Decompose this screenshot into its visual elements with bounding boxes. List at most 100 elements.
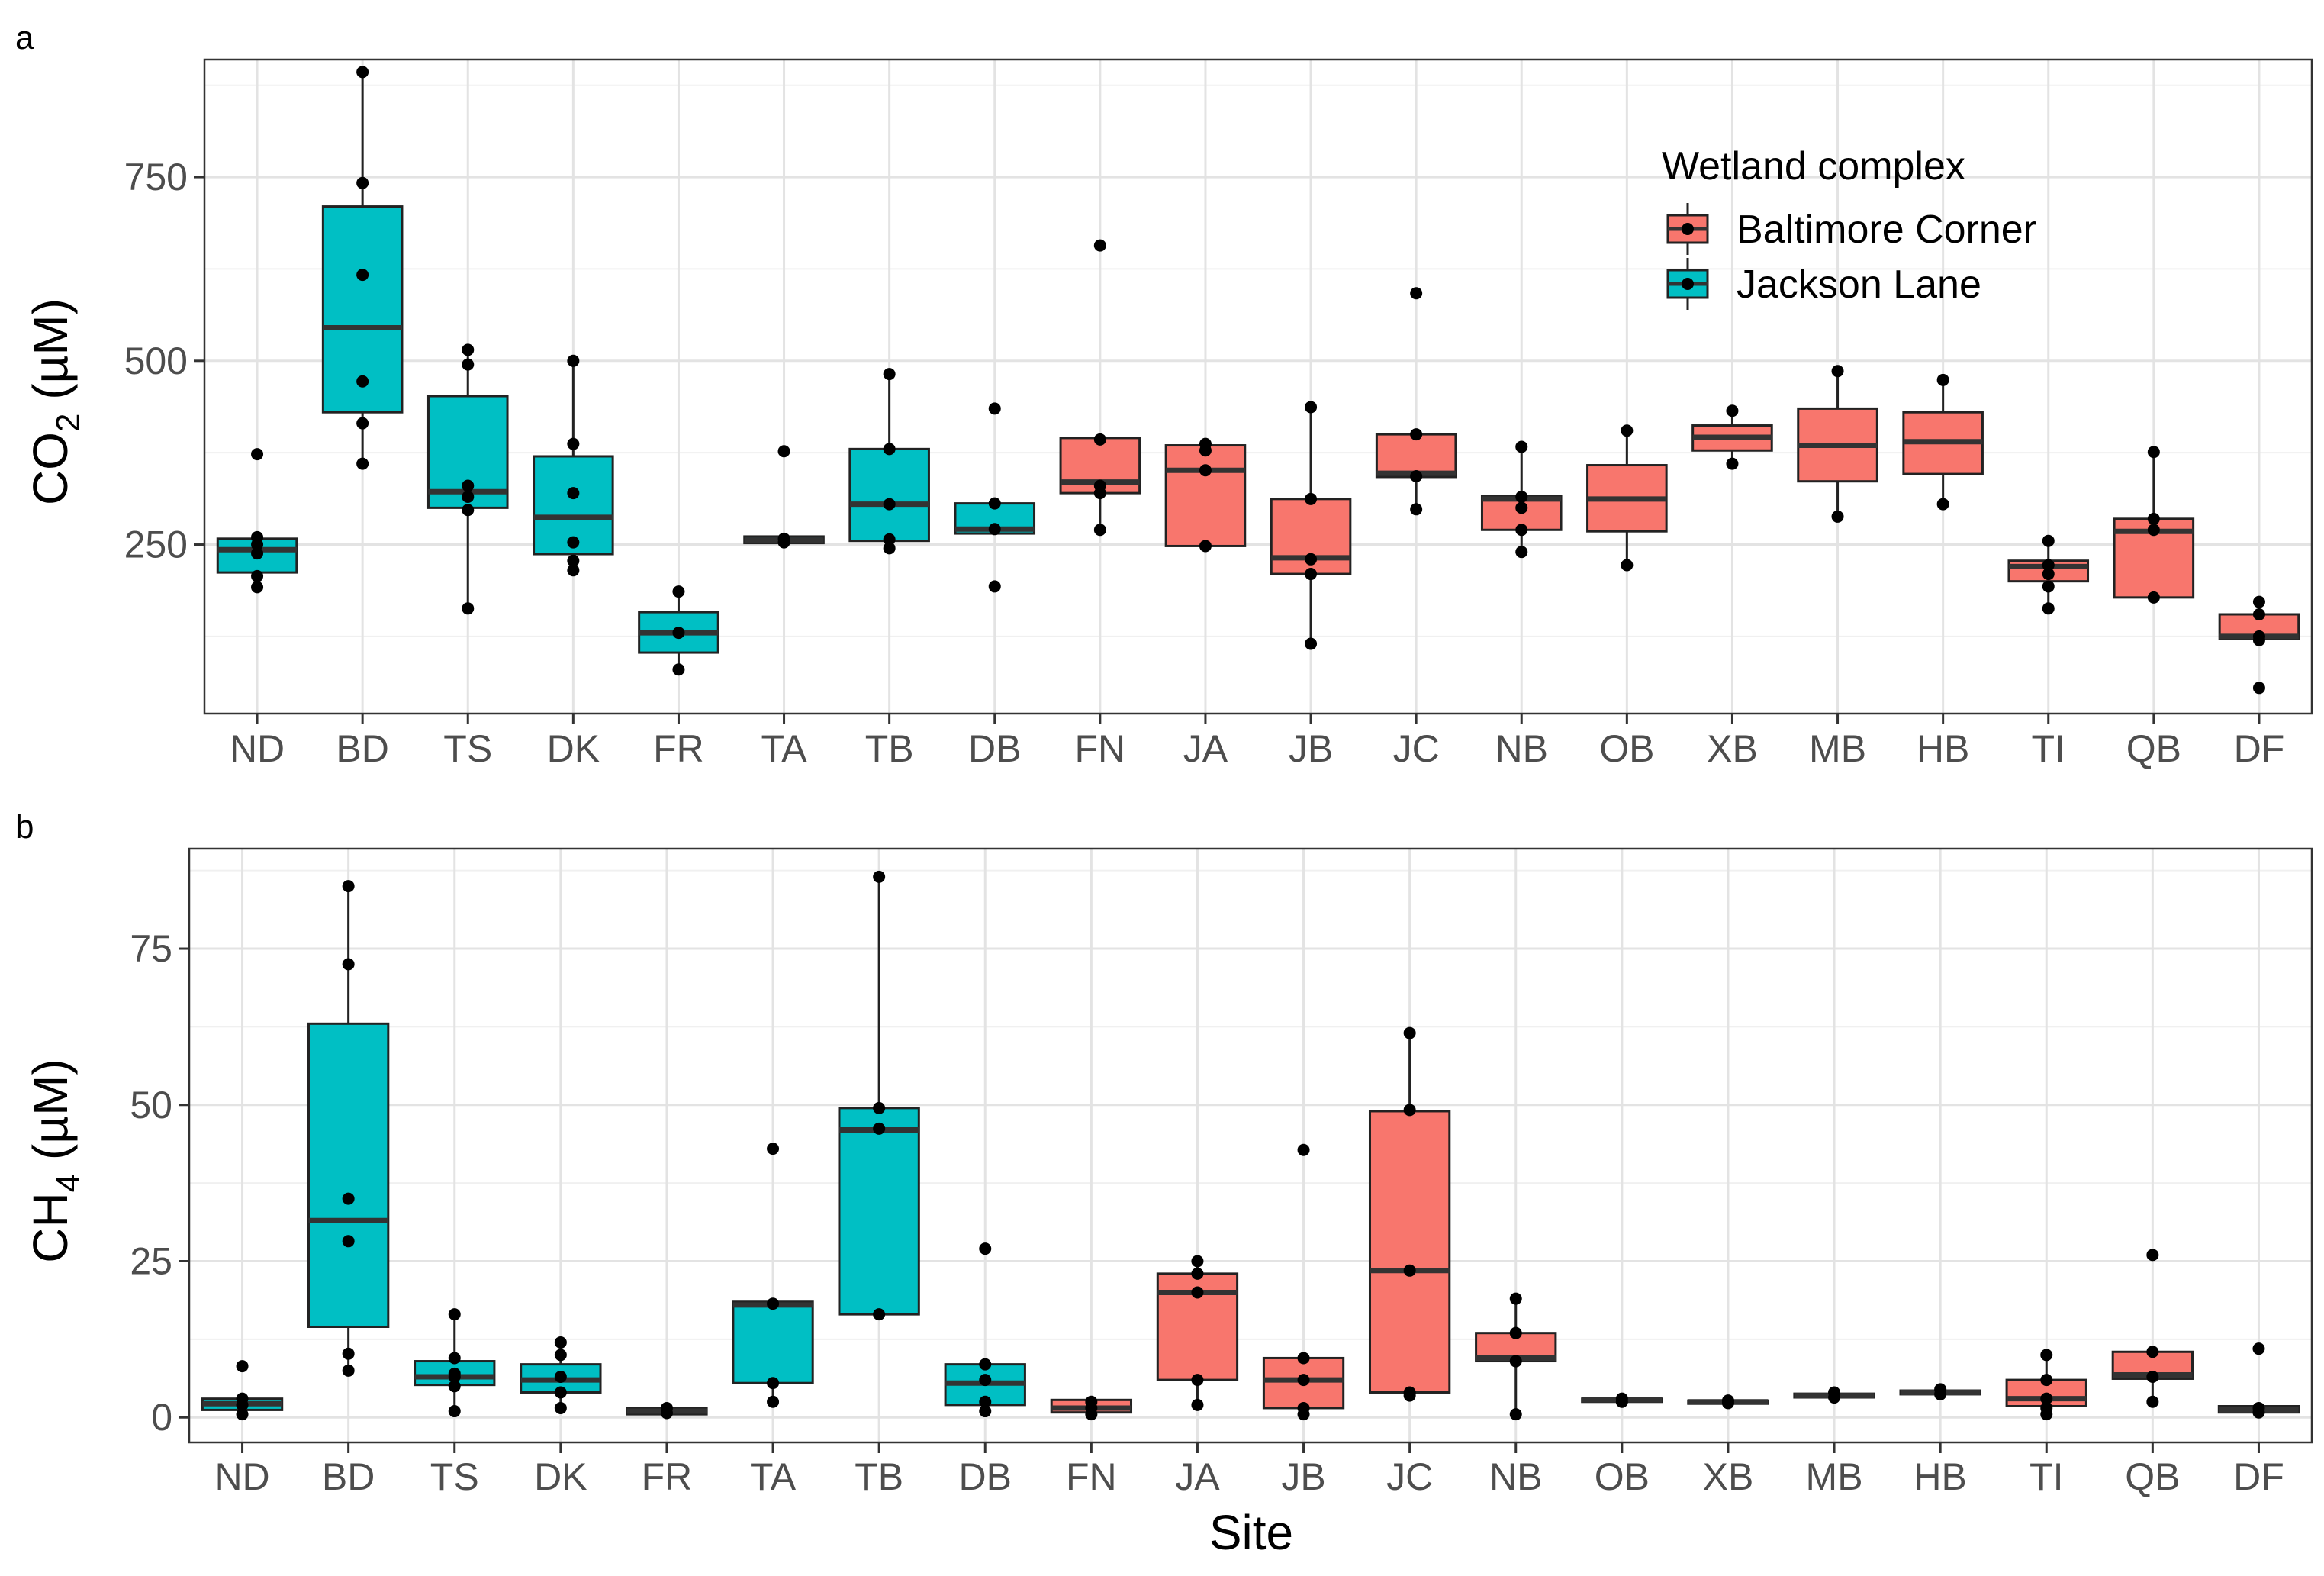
data-point: [1191, 1374, 1204, 1387]
data-point: [767, 1395, 780, 1408]
data-point: [2040, 1374, 2053, 1387]
box-hb: [1902, 373, 1984, 511]
box-tb: [848, 368, 930, 555]
data-point: [1403, 1389, 1416, 1402]
data-point: [2042, 568, 2055, 581]
data-point: [462, 343, 475, 356]
data-point: [1621, 424, 1634, 437]
panel-letter: b: [15, 808, 34, 846]
box-body: [838, 1107, 920, 1316]
box-xb: [1691, 404, 1773, 470]
data-point: [1403, 1104, 1416, 1117]
data-point: [1297, 1374, 1310, 1387]
data-point: [883, 368, 896, 381]
data-point: [1199, 540, 1212, 553]
x-tick-label: QB: [2125, 1455, 2180, 1498]
data-point: [2147, 512, 2160, 525]
y-axis-title: CH4 (µM): [23, 1059, 87, 1263]
data-point: [1305, 492, 1318, 505]
data-point: [462, 504, 475, 517]
data-point: [1831, 365, 1844, 378]
x-tick-label: JB: [1281, 1455, 1325, 1498]
data-point: [356, 269, 369, 282]
box-body: [848, 447, 930, 543]
y-tick-label: 0: [151, 1396, 172, 1439]
box-tb: [838, 870, 920, 1321]
x-tick-label: TI: [2032, 727, 2065, 770]
data-point: [356, 375, 369, 388]
x-tick-label: OB: [1599, 727, 1654, 770]
data-point: [1403, 1026, 1416, 1039]
data-point: [2147, 591, 2160, 604]
data-point: [1509, 1355, 1522, 1368]
plot-border: [203, 58, 2313, 715]
x-tick-label: XB: [1703, 1455, 1754, 1498]
box-jb: [1270, 401, 1352, 650]
x-tick-label: XB: [1707, 727, 1758, 770]
y-tick-label: 25: [130, 1240, 172, 1283]
data-point: [1199, 464, 1212, 477]
data-point: [462, 490, 475, 503]
x-tick-label: TI: [2029, 1455, 2063, 1498]
y-axis-title-main: CH: [23, 1192, 78, 1262]
data-point: [1509, 1408, 1522, 1421]
data-point: [2042, 534, 2055, 547]
box-mb: [1797, 365, 1878, 523]
x-tick-label: TA: [750, 1455, 797, 1498]
x-tick-label: TA: [761, 727, 807, 770]
data-point: [1515, 490, 1528, 503]
data-point: [2147, 446, 2160, 459]
data-point: [1515, 501, 1528, 514]
data-point: [1515, 546, 1528, 559]
panel-letter: a: [15, 19, 34, 56]
x-tick-label: HB: [1917, 727, 1969, 770]
x-tick-label: QB: [2126, 727, 2181, 770]
legend-label: Jackson Lane: [1737, 263, 1981, 307]
data-point: [979, 1374, 992, 1387]
data-point: [988, 497, 1001, 510]
data-point: [2042, 559, 2055, 572]
data-point: [554, 1386, 567, 1399]
data-point: [1831, 510, 1844, 523]
data-point: [873, 1308, 886, 1321]
data-point: [873, 1101, 886, 1114]
data-point: [356, 417, 369, 430]
y-tick-label: 750: [124, 156, 188, 198]
x-tick-label: OB: [1595, 1455, 1650, 1498]
data-point: [251, 448, 264, 461]
x-tick-label: DB: [959, 1455, 1012, 1498]
data-point: [567, 354, 580, 367]
data-point: [2252, 595, 2265, 608]
data-point: [342, 1192, 355, 1205]
data-point: [251, 547, 264, 560]
box-mb: [1793, 1386, 1875, 1404]
data-point: [660, 1407, 673, 1420]
x-tick-label: JC: [1393, 727, 1440, 770]
data-point: [1191, 1398, 1204, 1411]
box-db: [944, 1242, 1026, 1418]
y-tick-label: 500: [124, 340, 188, 382]
data-point: [462, 602, 475, 615]
box-fr: [626, 1401, 708, 1420]
data-point: [462, 358, 475, 371]
box-jc: [1368, 1026, 1451, 1402]
data-point: [342, 1235, 355, 1248]
data-point: [567, 487, 580, 500]
data-point: [767, 1143, 780, 1155]
data-point: [554, 1349, 567, 1362]
y-tick-label: 75: [130, 927, 172, 970]
data-point: [988, 580, 1001, 593]
x-tick-label: JC: [1386, 1455, 1433, 1498]
data-point: [883, 542, 896, 555]
data-point: [672, 663, 685, 676]
y-axis-title-unit: (µM): [23, 1059, 78, 1174]
x-tick-label: TS: [430, 1455, 479, 1498]
legend-title: Wetland complex: [1662, 144, 1965, 189]
data-point: [567, 554, 580, 567]
box-nb: [1475, 1292, 1557, 1421]
x-tick-label: BD: [322, 1455, 375, 1498]
data-point: [342, 1347, 355, 1360]
x-tick-label: TB: [865, 727, 914, 770]
data-point: [567, 437, 580, 450]
